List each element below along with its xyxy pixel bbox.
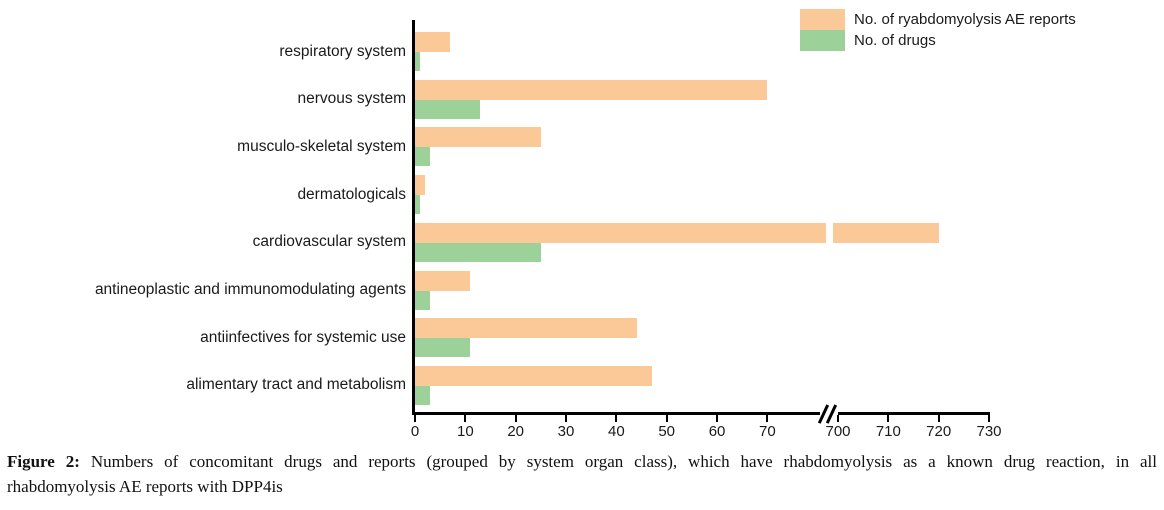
- legend-swatch-no-of-ryabdomyolysis-ae-reports: [800, 9, 845, 30]
- drugs-bar-nervous-system: [415, 99, 481, 119]
- x-tick-label-20: 20: [507, 423, 525, 440]
- legend-item-no-of-ryabdomyolysis-ae-reports: No. of ryabdomyolysis AE reports: [800, 9, 1076, 30]
- x-tick-label-0: 0: [410, 423, 420, 440]
- figure-caption: Figure 2: Numbers of concomitant drugs a…: [7, 449, 1157, 499]
- drugs-bar-musculo-skeletal-system: [415, 147, 431, 167]
- ae-reports-bar-musculo-skeletal-system: [415, 127, 541, 148]
- x-tick-70: [766, 415, 769, 422]
- category-label-antineoplastic-and-immunomodulating-agents: antineoplastic and immunomodulating agen…: [94, 281, 406, 298]
- x-tick-label-40: 40: [608, 423, 625, 440]
- bar-axis-break-gap: [825, 222, 833, 243]
- category-label-nervous-system: nervous system: [297, 90, 406, 108]
- ae-reports-bar-dermatologicals: [415, 175, 426, 196]
- legend-label-no-of-ryabdomyolysis-ae-reports: No. of ryabdomyolysis AE reports: [854, 11, 1076, 28]
- x-tick-720: [937, 415, 940, 422]
- x-tick-label-720: 720: [926, 423, 952, 440]
- category-label-respiratory-system: respiratory system: [279, 42, 406, 60]
- drugs-bar-antineoplastic-and-immunomodulating-agents: [415, 290, 431, 310]
- drugs-bar-respiratory-system: [415, 52, 420, 71]
- category-label-alimentary-tract-and-metabolism: alimentary tract and metabolism: [186, 376, 406, 394]
- x-tick-700: [837, 415, 839, 422]
- x-tick-50: [665, 415, 668, 422]
- x-axis-line: [412, 412, 990, 415]
- x-tick-label-50: 50: [658, 423, 676, 440]
- x-tick-label-60: 60: [708, 423, 726, 440]
- ae-reports-bar-respiratory-system: [415, 32, 451, 52]
- x-tick-40: [615, 415, 618, 422]
- ae-reports-bar-antiinfectives-for-systemic-use: [415, 318, 637, 339]
- ae-reports-bar-nervous-system: [415, 79, 768, 100]
- legend-swatch-no-of-drugs: [800, 30, 845, 51]
- legend-label-no-of-drugs: No. of drugs: [854, 32, 936, 49]
- x-tick-label-70: 70: [759, 423, 776, 440]
- ae-reports-bar-antineoplastic-and-immunomodulating-agents: [415, 270, 471, 291]
- x-tick-label-730: 730: [976, 423, 1002, 440]
- ae-reports-bar-cardiovascular-system: [415, 222, 939, 243]
- x-tick-label-10: 10: [456, 423, 474, 440]
- x-tick-30: [565, 415, 568, 422]
- category-label-musculo-skeletal-system: musculo-skeletal system: [237, 137, 406, 155]
- x-tick-label-30: 30: [557, 423, 575, 440]
- caption-line-2: rhabdomyolysis AE reports with DPP4is: [7, 477, 283, 496]
- ae-reports-bar-alimentary-tract-and-metabolism: [415, 365, 652, 386]
- figure-label: Figure 2:: [7, 452, 80, 471]
- drugs-bar-cardiovascular-system: [415, 242, 541, 262]
- legend-item-no-of-drugs: No. of drugs: [800, 30, 1076, 51]
- drugs-bar-antiinfectives-for-systemic-use: [415, 338, 471, 358]
- drugs-bar-alimentary-tract-and-metabolism: [415, 385, 431, 405]
- x-tick-20: [514, 415, 517, 422]
- x-tick-0: [414, 415, 416, 422]
- caption-text-line1: Numbers of concomitant drugs and reports…: [90, 452, 1157, 471]
- caption-line-1: Figure 2: Numbers of concomitant drugs a…: [7, 449, 1157, 474]
- x-tick-60: [716, 415, 719, 422]
- x-tick-730: [988, 415, 991, 422]
- x-tick-10: [464, 415, 467, 422]
- category-label-cardiovascular-system: cardiovascular system: [252, 233, 406, 251]
- chart-legend: No. of ryabdomyolysis AE reports No. of d…: [800, 9, 1076, 51]
- x-tick-label-710: 710: [875, 423, 901, 440]
- x-tick-label-700: 700: [825, 423, 851, 440]
- y-axis-line: [412, 20, 415, 415]
- category-label-dermatologicals: dermatologicals: [297, 185, 406, 203]
- x-tick-710: [887, 415, 890, 422]
- drugs-bar-dermatologicals: [415, 195, 420, 215]
- category-label-antiinfectives-for-systemic-use: antiinfectives for systemic use: [200, 328, 406, 346]
